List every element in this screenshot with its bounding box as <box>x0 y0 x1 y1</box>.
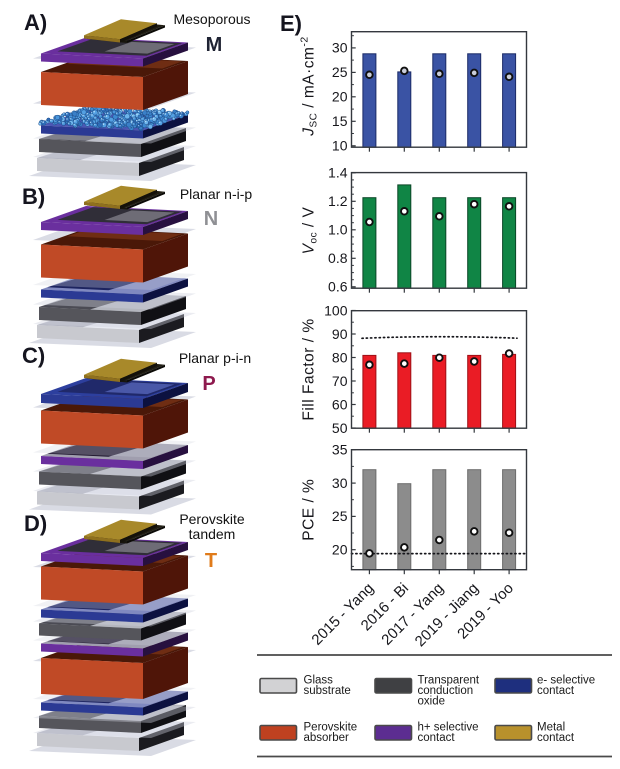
svg-text:contact: contact <box>537 732 575 744</box>
svg-text:1.4: 1.4 <box>328 165 348 181</box>
svg-text:Planar n-i-p: Planar n-i-p <box>180 186 253 202</box>
svg-text:tandem: tandem <box>189 526 236 542</box>
svg-text:Transparent: Transparent <box>418 674 480 686</box>
svg-text:Mesoporous: Mesoporous <box>173 11 250 27</box>
svg-text:Fill Factor / %: Fill Factor / % <box>301 318 318 420</box>
svg-text:70: 70 <box>332 373 348 389</box>
svg-text:Perovskite: Perovskite <box>179 511 245 527</box>
svg-text:e- selective: e- selective <box>537 674 595 686</box>
svg-text:h+ selective: h+ selective <box>418 721 479 733</box>
svg-text:50: 50 <box>332 420 348 436</box>
svg-text:25: 25 <box>332 64 348 80</box>
svg-text:90: 90 <box>332 326 348 342</box>
svg-text:D): D) <box>24 511 47 536</box>
svg-text:20: 20 <box>332 542 348 558</box>
svg-text:20: 20 <box>332 89 348 105</box>
svg-text:substrate: substrate <box>304 685 351 697</box>
svg-text:conduction: conduction <box>418 685 474 697</box>
svg-text:Planar p-i-n: Planar p-i-n <box>179 350 251 366</box>
svg-text:30: 30 <box>332 475 348 491</box>
svg-text:60: 60 <box>332 396 348 412</box>
svg-text:E): E) <box>280 11 302 36</box>
svg-text:0.8: 0.8 <box>328 250 348 266</box>
svg-text:C): C) <box>22 343 45 368</box>
svg-text:80: 80 <box>332 349 348 365</box>
svg-text:B): B) <box>22 184 45 209</box>
svg-text:10: 10 <box>332 138 348 154</box>
svg-text:30: 30 <box>332 40 348 56</box>
svg-text:oxide: oxide <box>418 696 446 708</box>
svg-text:absorber: absorber <box>304 732 350 744</box>
svg-text:Perovskite: Perovskite <box>304 721 358 733</box>
svg-text:Voc / V: Voc / V <box>301 207 320 255</box>
svg-text:Glass: Glass <box>304 674 334 686</box>
svg-text:100: 100 <box>324 302 348 318</box>
svg-text:25: 25 <box>332 508 348 524</box>
svg-text:M: M <box>206 34 223 56</box>
svg-text:N: N <box>204 208 218 230</box>
svg-text:JSC / mA·cm-2: JSC / mA·cm-2 <box>299 36 320 137</box>
svg-text:A): A) <box>24 10 47 35</box>
svg-text:PCE / %: PCE / % <box>301 479 318 541</box>
svg-text:P: P <box>202 373 215 395</box>
svg-text:Metal: Metal <box>537 721 565 733</box>
svg-text:1.2: 1.2 <box>328 193 348 209</box>
svg-text:15: 15 <box>332 113 348 129</box>
svg-text:1.0: 1.0 <box>328 222 348 238</box>
svg-text:contact: contact <box>418 732 456 744</box>
svg-text:35: 35 <box>332 442 348 458</box>
svg-text:contact: contact <box>537 685 575 697</box>
svg-text:0.6: 0.6 <box>328 279 348 295</box>
svg-text:T: T <box>205 550 217 572</box>
